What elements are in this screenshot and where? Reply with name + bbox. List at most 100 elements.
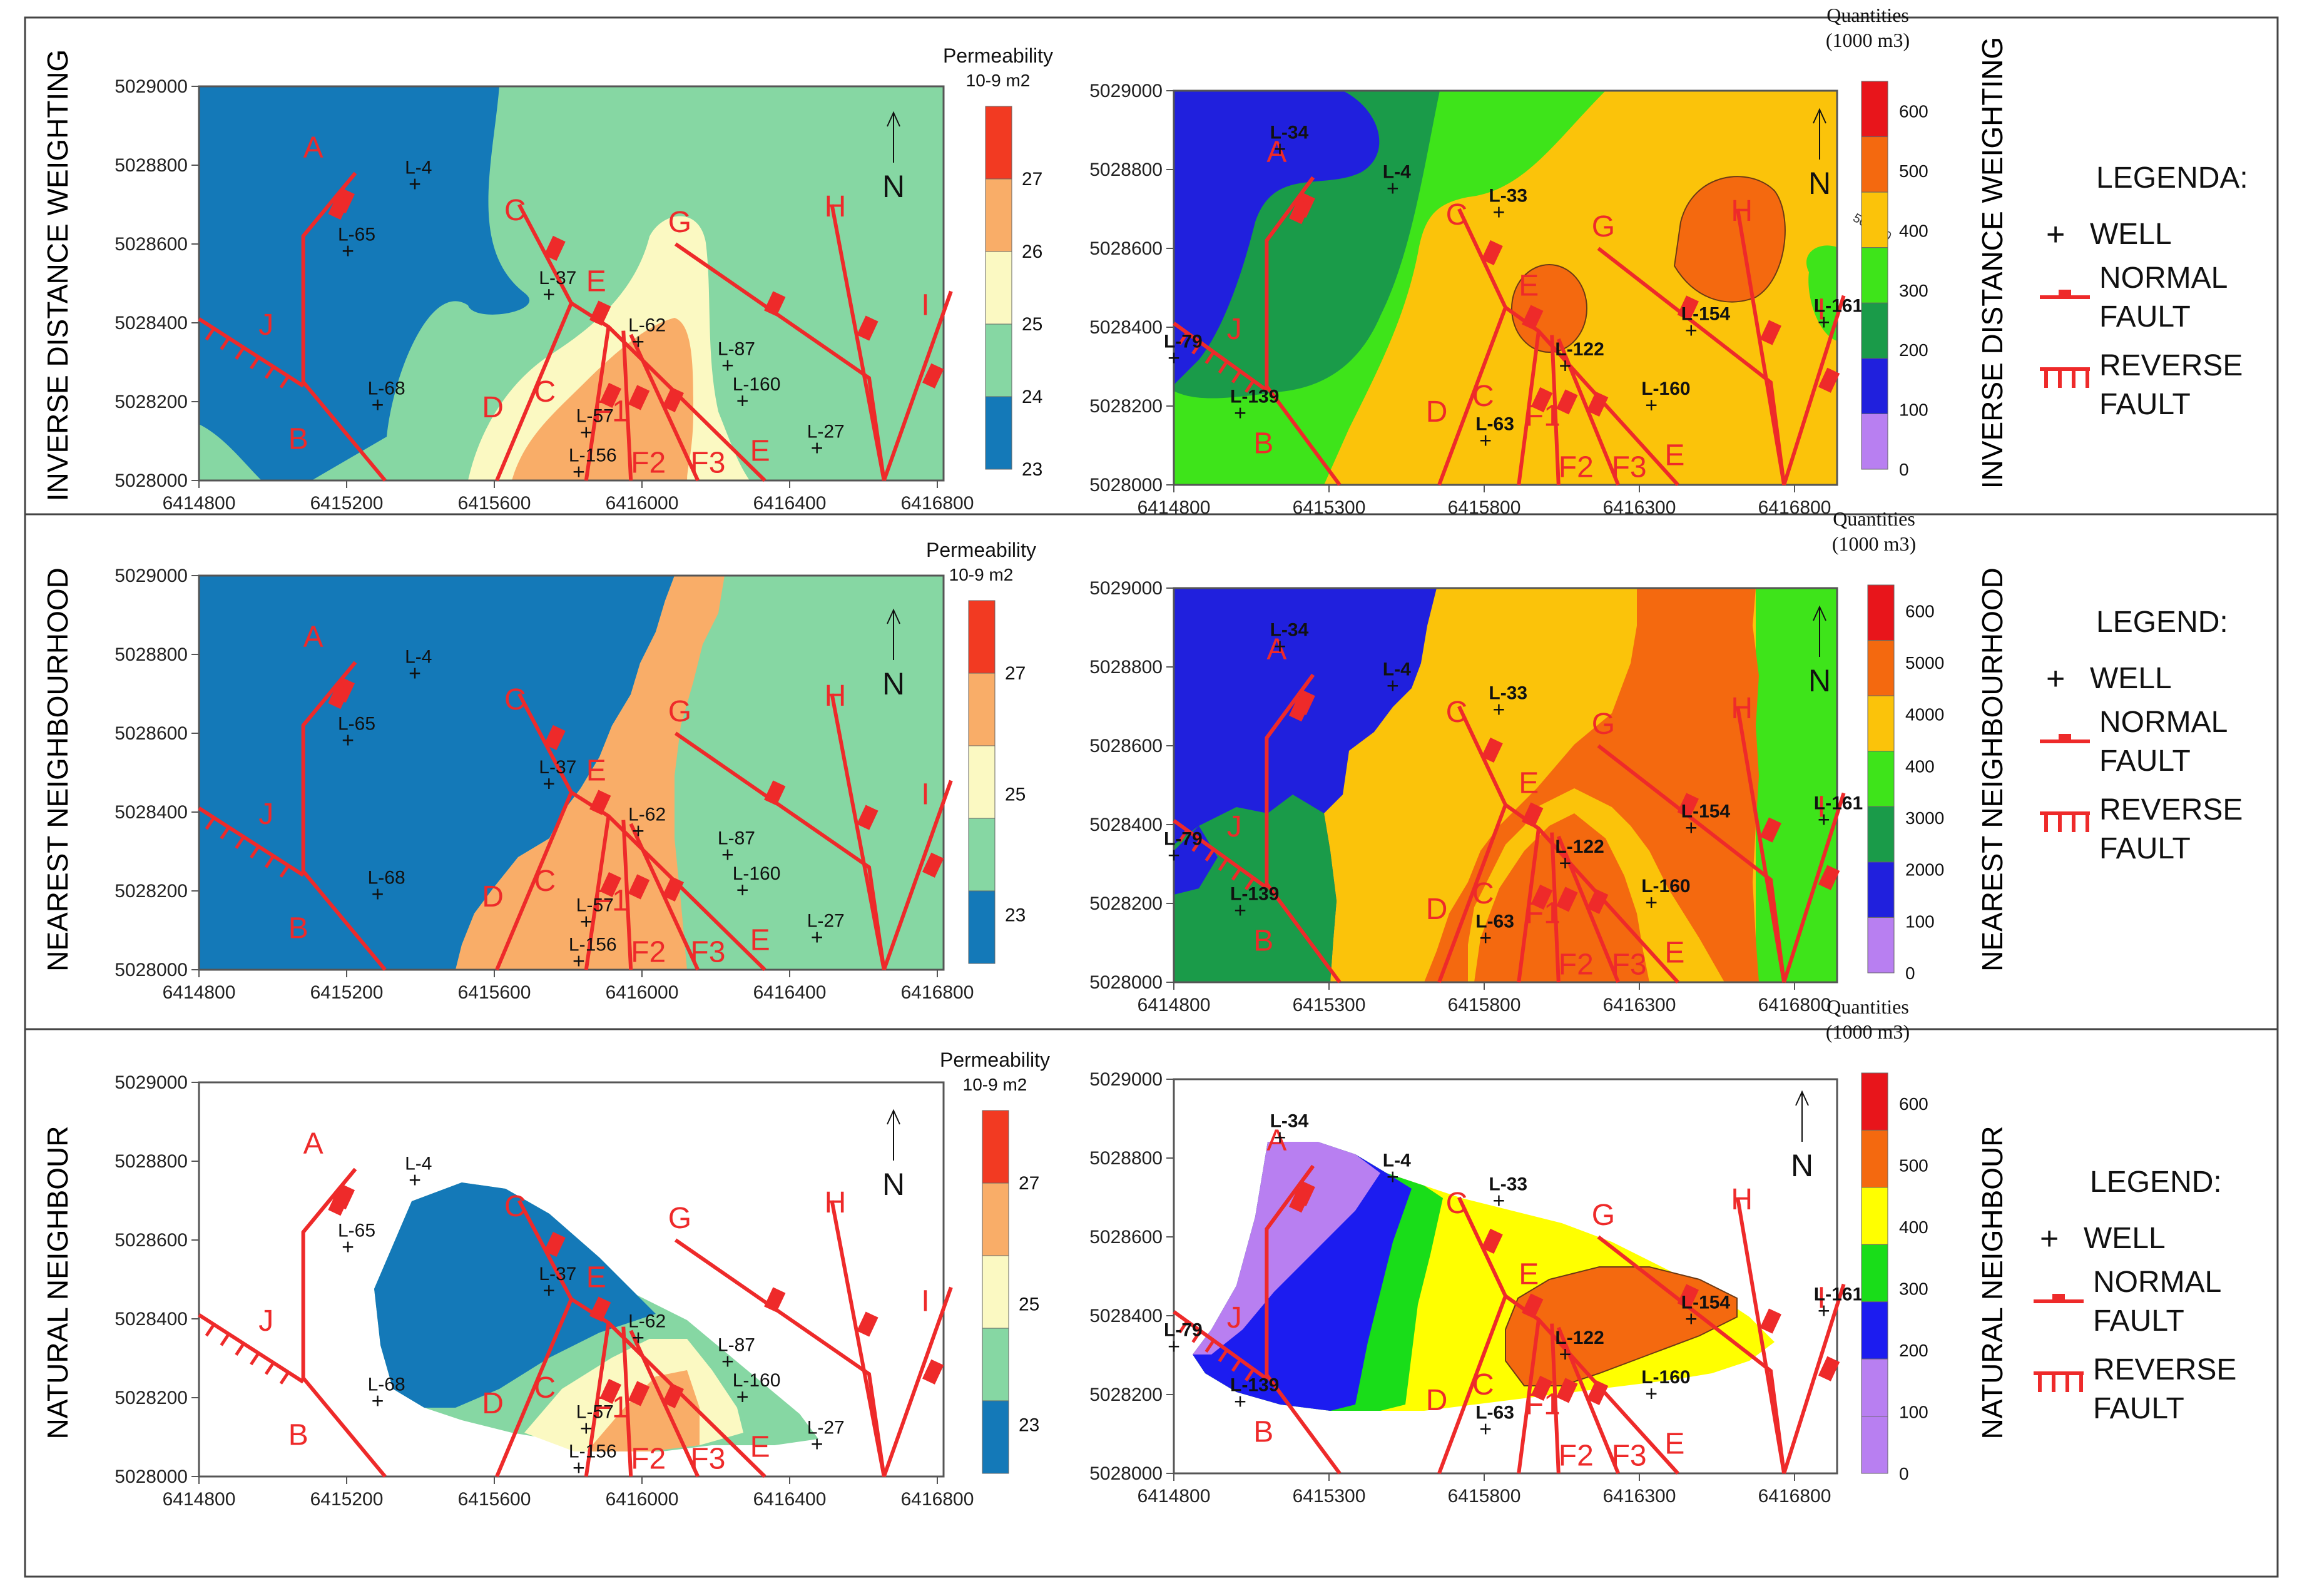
normal-fault-tick: [599, 382, 622, 409]
fault-label: H: [1731, 195, 1753, 228]
fault-label: D: [1426, 1384, 1448, 1417]
well-label: L-27: [807, 422, 845, 442]
reverse-fault-tick: [220, 337, 230, 350]
reverse-fault-tick: [264, 365, 275, 379]
y-tick-label: 5028000: [1089, 972, 1163, 993]
well-marker: +: [372, 393, 384, 417]
well-marker: +: [1492, 200, 1505, 224]
well-label: L-68: [368, 867, 405, 888]
well-marker: +: [811, 926, 823, 950]
legend-reverse-label: FAULT: [2099, 388, 2191, 421]
scale-tick-label: 23: [1019, 1415, 1039, 1436]
well-marker: +: [1168, 843, 1180, 867]
legend-well-symbol: +: [2046, 661, 2065, 697]
fault-A-north: [1265, 1164, 1315, 1231]
well-label: L-87: [718, 1334, 755, 1355]
fault-H: [1736, 706, 1786, 983]
reverse-fault-tick: [264, 855, 275, 868]
well-label: L-79: [1164, 1319, 1203, 1340]
scale-swatch: [1861, 81, 1888, 138]
well-label: L-57: [576, 895, 614, 915]
well-label: L-160: [733, 1370, 781, 1391]
fault-label: C: [1472, 380, 1494, 413]
x-tick-label: 6416300: [1603, 995, 1676, 1015]
fault-label: I: [921, 288, 929, 322]
x-tick-label: 6416800: [1758, 995, 1831, 1015]
fault-label: C: [534, 1371, 556, 1405]
fault-label: E: [1519, 767, 1539, 800]
well-marker: +: [1387, 1166, 1399, 1189]
y-tick-label: 5028000: [115, 960, 188, 980]
fault-label: F3: [1612, 1439, 1647, 1472]
well-label: L-160: [733, 374, 781, 395]
x-tick-label: 6416000: [606, 493, 679, 514]
scale-tick-label: 4000: [1905, 705, 1944, 724]
fault-A-north: [302, 171, 357, 238]
x-tick-label: 6416800: [1758, 1486, 1831, 1507]
well-label: L-68: [368, 378, 405, 399]
legend-normal-label: FAULT: [2099, 745, 2191, 778]
reverse-fault-tick: [1231, 1358, 1242, 1372]
normal-fault-tick: [857, 315, 879, 341]
fault-label: D: [1426, 395, 1448, 429]
y-tick-label: 5029000: [1089, 81, 1163, 101]
north-arrow-head: [1813, 605, 1826, 621]
well-marker: +: [409, 1169, 421, 1192]
scale-unit: 10-9 m2: [949, 565, 1014, 584]
x-tick-label: 6416400: [753, 982, 827, 1003]
fault-label: H: [825, 190, 847, 223]
scale-tick-label: 0: [1905, 963, 1915, 983]
normal-fault-tick: [764, 780, 786, 806]
fault-F1: [584, 326, 611, 481]
scale-tick-label: 500: [1899, 1156, 1928, 1176]
scale-swatch: [1861, 1244, 1888, 1303]
well-marker: +: [721, 353, 734, 377]
fault-H: [830, 204, 886, 481]
reverse-fault-tick: [1191, 341, 1202, 355]
fault-label: E: [750, 1431, 770, 1464]
well-marker: +: [580, 910, 593, 933]
fault-I: [1782, 792, 1846, 983]
well-marker: +: [811, 1433, 823, 1456]
scale-tick-label: 100: [1899, 400, 1928, 420]
well-marker: +: [1168, 1334, 1180, 1358]
well-label: L-34: [1270, 123, 1309, 143]
x-tick-label: 6415300: [1293, 497, 1366, 518]
normal-fault-tick: [1522, 305, 1544, 330]
normal-fault-tick: [1481, 240, 1503, 266]
scale-swatch: [1867, 862, 1895, 918]
scale-swatch: [1861, 1301, 1888, 1360]
reverse-fault-tick: [205, 816, 215, 830]
reverse-fault-tick: [264, 1361, 275, 1375]
well-marker: +: [1645, 891, 1658, 915]
fault-I: [882, 290, 953, 482]
y-tick-label: 5029000: [1089, 578, 1163, 599]
y-tick-label: 5029000: [115, 1072, 188, 1093]
well-label: L-65: [338, 714, 375, 734]
fault-F1: [1517, 1319, 1541, 1474]
fault-F3: [629, 823, 700, 971]
y-tick-label: 5028200: [1089, 1385, 1163, 1405]
normal-fault-tick: [1556, 389, 1578, 415]
x-tick-label: 6415600: [458, 1489, 531, 1510]
normal-fault-tick: [1586, 888, 1609, 914]
map-idw-permeability: [198, 85, 945, 482]
fault-label: E: [1664, 1428, 1684, 1461]
legend-well-symbol: +: [2040, 1221, 2059, 1257]
x-tick-label: 6415600: [458, 493, 531, 514]
reverse-fault-tick: [1245, 380, 1255, 393]
fault-label: F2: [1559, 450, 1594, 484]
reverse-fault-tick: [1178, 332, 1189, 345]
legend-normal-fault-tick: [2059, 290, 2071, 297]
x-tick-label: 6415300: [1293, 1486, 1366, 1507]
scale-tick-label: 300: [1899, 281, 1928, 300]
scale-tick-label: 200: [1899, 340, 1928, 360]
well-marker: +: [1559, 354, 1571, 378]
fault-I: [1782, 1283, 1846, 1474]
well-label: L-156: [569, 934, 617, 955]
fault-label: G: [668, 1202, 691, 1235]
well-label: L-160: [1641, 876, 1690, 897]
normal-fault-tick: [628, 1381, 650, 1406]
fault-label: F2: [1559, 1439, 1594, 1472]
normal-fault-tick: [922, 363, 944, 389]
